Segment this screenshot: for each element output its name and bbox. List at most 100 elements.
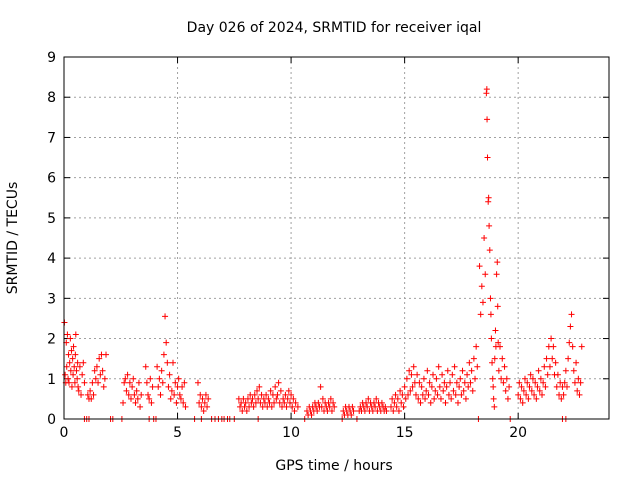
data-point — [392, 391, 399, 398]
data-point — [103, 351, 110, 358]
x-tick-label: 0 — [60, 425, 69, 441]
data-point — [493, 271, 500, 278]
data-point — [168, 387, 175, 394]
data-point — [327, 395, 334, 402]
data-point — [73, 367, 80, 374]
data-point — [167, 395, 174, 402]
data-point — [68, 383, 75, 390]
data-point — [566, 339, 573, 346]
data-point — [520, 387, 527, 394]
data-point — [577, 379, 584, 386]
data-point — [249, 395, 256, 402]
data-point — [243, 407, 250, 414]
data-point — [405, 391, 412, 398]
y-tick-label: 6 — [47, 171, 56, 187]
data-point — [399, 391, 406, 398]
data-point — [486, 222, 493, 229]
x-tick-label: 15 — [396, 425, 414, 441]
data-point — [398, 399, 405, 406]
y-tick-label: 7 — [47, 130, 56, 146]
data-point — [484, 116, 491, 123]
data-point — [163, 339, 170, 346]
data-point — [447, 379, 454, 386]
data-point — [156, 375, 163, 382]
data-point — [394, 395, 401, 402]
data-point — [425, 391, 432, 398]
data-point — [465, 383, 472, 390]
x-tick-label: 10 — [282, 425, 300, 441]
data-points — [61, 86, 585, 422]
data-point — [468, 367, 475, 374]
data-point — [435, 363, 442, 370]
data-point — [173, 399, 180, 406]
data-point — [124, 371, 131, 378]
data-point — [525, 395, 532, 402]
data-point — [149, 383, 156, 390]
data-point — [132, 399, 139, 406]
data-point — [256, 383, 263, 390]
data-point — [546, 363, 553, 370]
data-point — [459, 367, 466, 374]
data-point — [365, 395, 372, 402]
data-point — [491, 355, 498, 362]
data-point — [461, 379, 468, 386]
data-point — [419, 391, 426, 398]
data-point — [254, 387, 261, 394]
data-point — [67, 367, 74, 374]
data-point — [199, 395, 206, 402]
data-point — [486, 247, 493, 254]
data-point — [308, 411, 315, 418]
data-point — [565, 355, 572, 362]
data-point — [131, 391, 138, 398]
data-point — [445, 391, 452, 398]
data-point — [401, 383, 408, 390]
data-point — [497, 343, 503, 350]
data-point — [90, 391, 97, 398]
data-point — [453, 379, 460, 386]
data-point — [87, 387, 94, 394]
data-point — [482, 271, 489, 278]
data-point — [489, 359, 496, 366]
data-point — [415, 395, 422, 402]
y-tick-label: 8 — [47, 90, 56, 106]
data-point — [147, 375, 154, 382]
data-point — [277, 387, 284, 394]
y-tick-label: 3 — [47, 291, 56, 307]
data-point — [524, 379, 531, 386]
data-point — [444, 367, 451, 374]
data-point — [523, 391, 530, 398]
data-point — [531, 391, 538, 398]
data-point — [81, 379, 88, 386]
data-point — [400, 403, 407, 410]
data-point — [172, 379, 179, 386]
data-point — [476, 263, 483, 270]
data-point — [402, 395, 409, 402]
data-point — [349, 403, 356, 410]
data-point — [458, 391, 465, 398]
data-point — [498, 375, 505, 382]
data-point — [66, 359, 73, 366]
data-point — [197, 391, 204, 398]
data-point — [350, 407, 357, 414]
data-point — [319, 395, 326, 402]
data-point — [175, 375, 182, 382]
data-point — [537, 375, 544, 382]
data-point — [382, 403, 389, 410]
data-point — [64, 331, 71, 338]
data-point — [560, 391, 567, 398]
data-point — [127, 395, 134, 402]
data-point — [138, 391, 145, 398]
data-point — [541, 363, 548, 370]
data-point — [170, 359, 176, 366]
data-point — [314, 407, 321, 414]
data-point — [255, 395, 262, 402]
data-point — [91, 367, 98, 374]
data-point — [62, 371, 69, 378]
data-point — [283, 403, 290, 410]
data-point — [472, 375, 479, 382]
data-point — [481, 235, 488, 241]
data-point — [490, 395, 497, 402]
data-point — [101, 375, 108, 382]
data-point — [202, 391, 209, 398]
data-point — [488, 335, 495, 342]
